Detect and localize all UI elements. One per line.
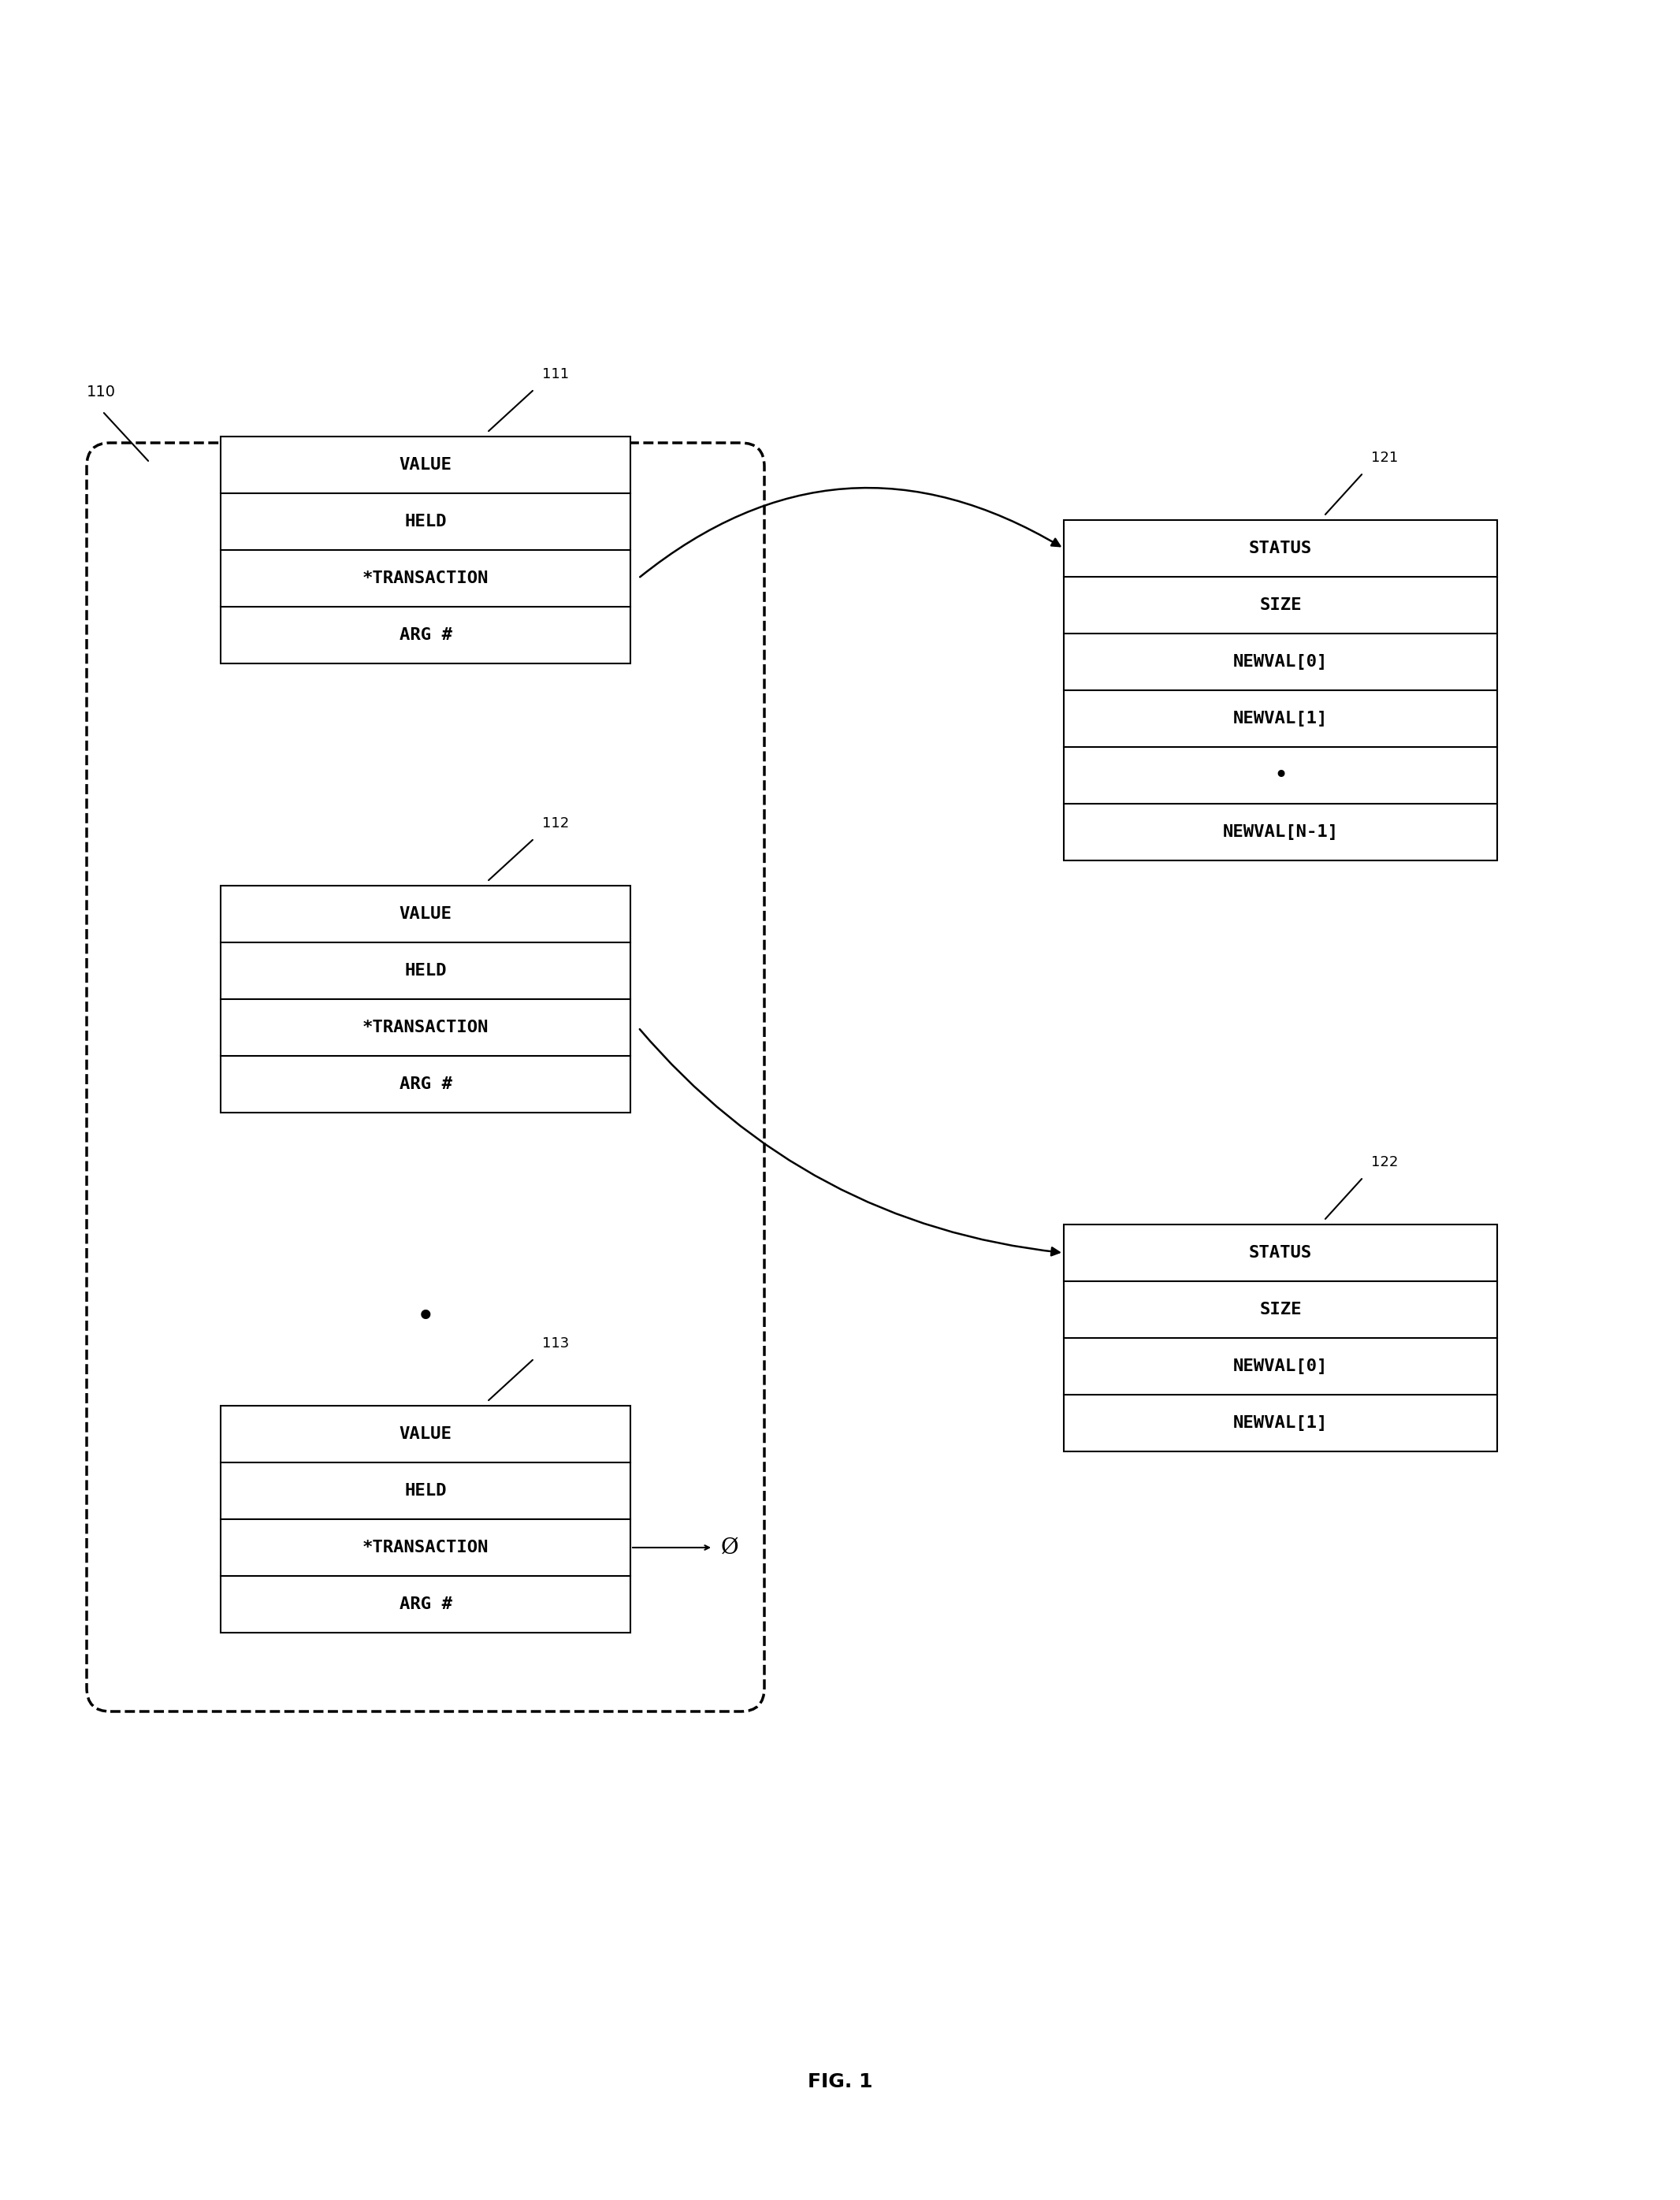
Text: *TRANSACTION: *TRANSACTION: [363, 1540, 489, 1555]
FancyBboxPatch shape: [220, 436, 630, 664]
Text: *TRANSACTION: *TRANSACTION: [363, 1019, 489, 1036]
FancyBboxPatch shape: [1063, 1225, 1497, 1452]
Text: 122: 122: [1371, 1155, 1398, 1170]
Text: VALUE: VALUE: [400, 1426, 452, 1441]
Text: 121: 121: [1371, 451, 1398, 464]
Text: •: •: [1273, 763, 1287, 788]
Text: STATUS: STATUS: [1248, 541, 1312, 557]
Text: NEWVAL[1]: NEWVAL[1]: [1233, 1415, 1327, 1430]
Text: STATUS: STATUS: [1248, 1245, 1312, 1261]
Text: SIZE: SIZE: [1260, 596, 1302, 614]
Text: 112: 112: [543, 816, 570, 832]
Text: HELD: HELD: [405, 515, 447, 530]
Text: *TRANSACTION: *TRANSACTION: [363, 570, 489, 585]
Text: Ø: Ø: [721, 1538, 739, 1558]
Text: NEWVAL[0]: NEWVAL[0]: [1233, 1357, 1327, 1375]
FancyBboxPatch shape: [220, 887, 630, 1113]
Text: 113: 113: [543, 1335, 570, 1351]
Text: VALUE: VALUE: [400, 906, 452, 922]
FancyBboxPatch shape: [220, 1406, 630, 1632]
Text: NEWVAL[1]: NEWVAL[1]: [1233, 711, 1327, 726]
FancyArrowPatch shape: [640, 1030, 1060, 1256]
FancyBboxPatch shape: [1063, 519, 1497, 860]
Text: ARG #: ARG #: [400, 1076, 452, 1091]
Text: NEWVAL[N-1]: NEWVAL[N-1]: [1223, 825, 1339, 840]
Text: •: •: [417, 1300, 435, 1333]
Text: NEWVAL[0]: NEWVAL[0]: [1233, 653, 1327, 669]
Text: 110: 110: [87, 385, 116, 400]
Text: VALUE: VALUE: [400, 458, 452, 473]
Text: HELD: HELD: [405, 1483, 447, 1498]
FancyArrowPatch shape: [640, 488, 1060, 576]
Text: ARG #: ARG #: [400, 627, 452, 642]
Text: 111: 111: [543, 367, 570, 381]
Text: HELD: HELD: [405, 964, 447, 979]
Text: SIZE: SIZE: [1260, 1302, 1302, 1318]
Text: FIG. 1: FIG. 1: [808, 2072, 872, 2092]
Text: ARG #: ARG #: [400, 1597, 452, 1613]
